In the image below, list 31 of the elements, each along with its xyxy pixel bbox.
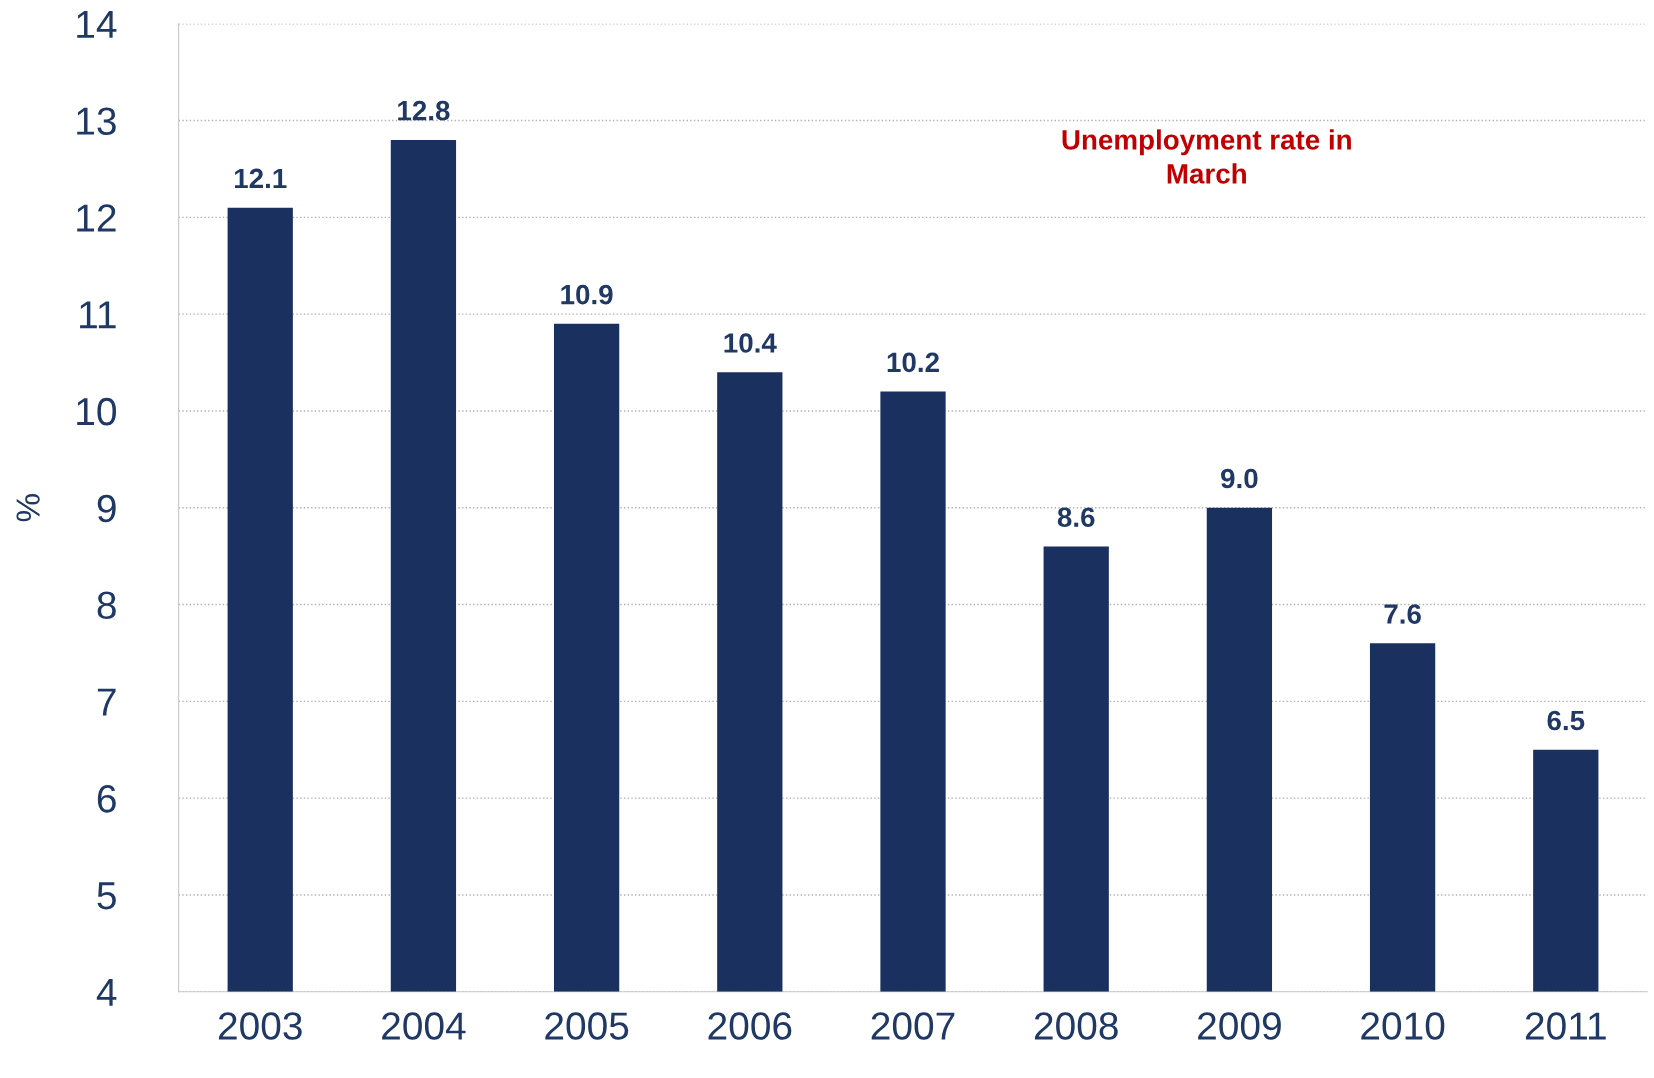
data-label: 9.0 <box>1221 468 1258 489</box>
x-tick-label: 2006 <box>708 1012 792 1040</box>
x-tick-label: 2005 <box>545 1012 629 1040</box>
x-tick-label: 2003 <box>218 1012 302 1040</box>
y-tick-label: 12 <box>77 204 116 232</box>
data-label: 10.9 <box>561 284 613 305</box>
x-tick-label: 2011 <box>1525 1012 1606 1040</box>
x-tick-label: 2007 <box>871 1012 955 1040</box>
data-label: 7.6 <box>1384 604 1421 624</box>
x-tick-label: 2010 <box>1361 1012 1445 1040</box>
y-tick-label: 7 <box>97 688 116 716</box>
y-tick-label: 5 <box>97 882 116 910</box>
y-tick-label: 11 <box>80 301 116 329</box>
y-tick-label: 6 <box>97 785 116 813</box>
data-label: 12.8 <box>398 100 450 121</box>
y-tick-label: 14 <box>77 11 117 38</box>
annotation: Unemployment rate in March <box>1062 129 1351 184</box>
data-label: 12.1 <box>234 168 287 188</box>
data-label: 8.6 <box>1057 507 1095 528</box>
y-tick-label: 9 <box>97 494 116 523</box>
y-axis-title: % <box>16 494 40 522</box>
x-tick-label: 2004 <box>382 1012 466 1040</box>
y-tick-label: 4 <box>96 979 117 1006</box>
data-label: 10.2 <box>887 352 939 373</box>
y-tick-label: 8 <box>97 591 116 620</box>
y-tick-label: 10 <box>77 397 116 426</box>
data-label: 6.5 <box>1547 710 1585 731</box>
data-label: 10.4 <box>724 333 777 353</box>
x-tick-label: 2008 <box>1034 1012 1118 1040</box>
x-tick-label: 2009 <box>1198 1012 1281 1040</box>
y-tick-label: 13 <box>77 107 116 135</box>
